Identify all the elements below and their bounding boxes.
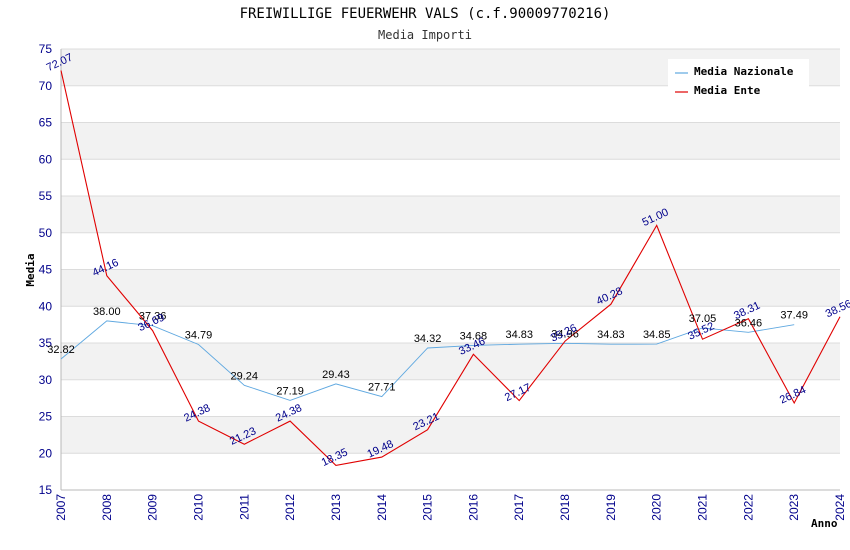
x-tick-label: 2022	[741, 494, 755, 521]
data-label-media-nazionale: 27.71	[368, 382, 396, 394]
data-label-media-nazionale: 34.83	[597, 329, 625, 341]
x-tick-label: 2018	[558, 494, 572, 521]
x-tick-label: 2011	[237, 494, 251, 520]
band	[61, 122, 840, 160]
series-lines	[60, 70, 841, 466]
chart-subtitle: Media Importi	[378, 28, 472, 42]
band	[61, 453, 840, 490]
data-label-media-nazionale: 27.19	[276, 385, 304, 397]
y-tick-label: 60	[39, 152, 53, 166]
x-tick-label: 2020	[650, 494, 664, 521]
data-label-media-nazionale: 34.83	[505, 329, 533, 341]
band	[61, 379, 840, 417]
data-label-media-nazionale: 29.24	[231, 370, 259, 382]
data-label-media-nazionale: 34.68	[460, 330, 488, 342]
x-tick-labels: 2007 2008 2009 2010 2011 2012 2013 2014 2015 2016…	[54, 494, 847, 521]
data-label-media-nazionale: 29.43	[322, 369, 350, 381]
band	[61, 232, 840, 270]
y-tick-label: 75	[39, 42, 53, 56]
data-label-media-nazionale: 34.96	[551, 328, 579, 340]
data-label-media-nazionale: 36.46	[735, 317, 763, 329]
data-label-media-nazionale: 37.49	[780, 310, 808, 322]
x-tick-label: 2007	[54, 494, 68, 521]
series-line-media-nazionale	[60, 320, 795, 401]
y-tick-label: 65	[39, 116, 53, 130]
x-tick-label: 2016	[466, 494, 480, 521]
data-label-media-nazionale: 37.36	[139, 311, 167, 323]
y-tick-label: 40	[39, 299, 53, 313]
y-tick-label: 30	[39, 373, 53, 387]
y-tick-label: 35	[39, 336, 53, 350]
x-tick-label: 2024	[833, 494, 847, 521]
x-tick-label: 2014	[375, 494, 389, 521]
x-tick-label: 2017	[512, 494, 526, 521]
y-tick-label: 50	[39, 226, 53, 240]
x-tick-label: 2010	[191, 494, 205, 521]
legend-box	[668, 59, 809, 99]
y-tick-label: 70	[39, 79, 53, 93]
y-axis-label: Media	[24, 253, 37, 286]
band	[61, 196, 840, 233]
axes	[60, 49, 840, 491]
y-tick-label: 15	[39, 483, 53, 497]
x-tick-label: 2015	[421, 494, 435, 521]
band	[61, 159, 840, 196]
legend: Media Nazionale Media Ente	[668, 59, 809, 99]
band	[61, 343, 840, 380]
x-tick-label: 2013	[329, 494, 343, 521]
data-label-media-nazionale: 34.32	[414, 333, 442, 345]
y-tick-label: 55	[39, 189, 53, 203]
x-axis-label: Anno	[811, 517, 838, 530]
data-label-media-nazionale: 34.85	[643, 329, 671, 341]
x-tick-label: 2019	[604, 494, 618, 521]
y-tick-label: 45	[39, 263, 53, 277]
band	[61, 416, 840, 454]
data-label-media-nazionale: 37.05	[689, 313, 717, 325]
background-bands	[61, 49, 840, 490]
legend-label-media-nazionale: Media Nazionale	[694, 65, 794, 78]
x-tick-label: 2009	[146, 494, 160, 521]
x-tick-label: 2021	[696, 494, 710, 521]
data-label-media-nazionale: 32.82	[47, 344, 75, 356]
band	[61, 269, 840, 307]
chart-title: FREIWILLIGE FEUERWEHR VALS (c.f.90009770…	[240, 6, 611, 22]
x-tick-label: 2023	[787, 494, 801, 521]
series-line-media-ente	[60, 70, 841, 466]
y-tick-label: 20	[39, 446, 53, 460]
data-label-media-nazionale: 38.00	[93, 306, 121, 318]
x-tick-label: 2012	[283, 494, 297, 521]
legend-label-media-ente: Media Ente	[694, 84, 761, 97]
band	[61, 306, 840, 343]
x-tick-label: 2008	[100, 494, 114, 521]
y-tick-label: 25	[39, 410, 53, 424]
y-tick-labels: 15 20 25 30 35 40 45 50 55 60 65 70 75	[39, 42, 53, 497]
data-label-media-nazionale: 34.79	[185, 330, 213, 342]
